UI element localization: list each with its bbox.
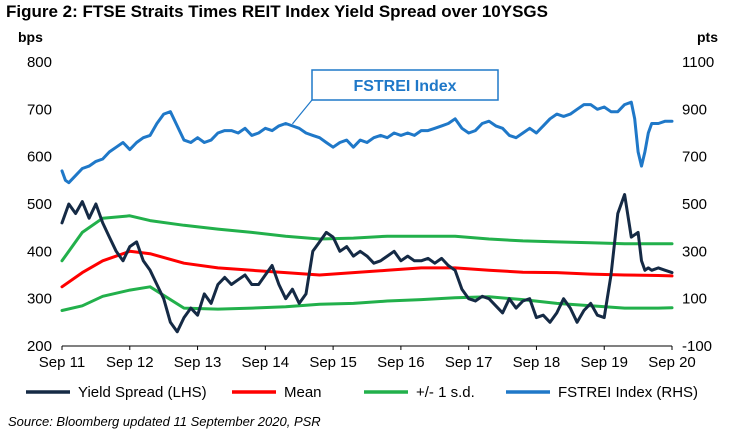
source-note: Source: Bloomberg updated 11 September 2…: [8, 414, 321, 429]
x-axis-tick-label: Sep 15: [309, 354, 357, 371]
series-layer: [60, 100, 674, 334]
x-axis-tick-label: Sep 20: [648, 354, 696, 371]
callout: FSTREI Index: [291, 69, 499, 125]
right-axis-tick-label: 1100: [682, 54, 714, 71]
right-axis-tick-label: 100: [682, 291, 707, 308]
left-axis-tick-label: 600: [27, 149, 52, 166]
series-line-1-s-d: [60, 214, 674, 263]
series-line-fstrei-index-rhs: [60, 100, 674, 185]
callout-box: [311, 69, 499, 101]
series-line-1-s-d: [60, 285, 674, 312]
left-axis-tick-label: 700: [27, 101, 52, 118]
series-line-yield-spread-lhs: [60, 193, 674, 334]
x-axis-tick-label: Sep 12: [106, 354, 154, 371]
left-axis-tick-label: 800: [27, 54, 52, 71]
right-axis-unit-label: pts: [697, 29, 718, 45]
legend-label: FSTREI Index (RHS): [558, 384, 698, 401]
x-axis-tick-label: Sep 16: [377, 354, 425, 371]
callout-leader-line: [291, 99, 313, 125]
right-axis-tick-label: -100: [682, 338, 712, 355]
x-axis-tick-label: Sep 17: [445, 354, 493, 371]
right-axis-tick-label: 700: [682, 149, 707, 166]
x-axis-tick-label: Sep 19: [580, 354, 628, 371]
x-axis-tick-label: Sep 14: [242, 354, 290, 371]
axes: bps 200 300 400 500 600 700 800 pts -100 100 300 500…: [18, 29, 718, 371]
x-axis-tick-label: Sep 18: [513, 354, 561, 371]
series-line-mean: [60, 249, 674, 289]
left-axis-tick-label: 300: [27, 291, 52, 308]
x-axis-tick-label: Sep 11: [39, 354, 85, 371]
figure-title: Figure 2: FTSE Straits Times REIT Index …: [6, 2, 548, 21]
left-axis-tick-label: 200: [27, 338, 52, 355]
right-axis-tick-label: 300: [682, 243, 707, 260]
callout-label: FSTREI Index: [353, 78, 456, 95]
x-axis-tick-label: Sep 13: [174, 354, 222, 371]
legend-label: Yield Spread (LHS): [78, 384, 207, 401]
right-axis-tick-label: 500: [682, 196, 707, 213]
left-axis-tick-label: 500: [27, 196, 52, 213]
left-axis-tick-label: 400: [27, 243, 52, 260]
right-axis-tick-label: 900: [682, 101, 707, 118]
left-axis-unit-label: bps: [18, 29, 43, 45]
legend: Yield Spread (LHS) Mean +/- 1 s.d. FSTREI I…: [26, 384, 698, 401]
legend-label: +/- 1 s.d.: [416, 384, 475, 401]
legend-label: Mean: [284, 384, 322, 401]
